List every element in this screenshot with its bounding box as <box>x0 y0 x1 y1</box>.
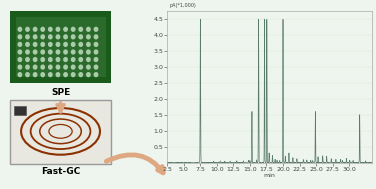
Circle shape <box>56 42 61 47</box>
Circle shape <box>56 72 61 77</box>
Circle shape <box>78 72 83 77</box>
Circle shape <box>17 57 22 62</box>
Circle shape <box>94 57 99 62</box>
Circle shape <box>33 57 38 62</box>
Circle shape <box>17 64 22 70</box>
Circle shape <box>48 57 53 62</box>
Circle shape <box>78 64 83 70</box>
Circle shape <box>48 64 53 70</box>
FancyBboxPatch shape <box>11 100 111 164</box>
Circle shape <box>48 27 53 32</box>
Circle shape <box>63 72 68 77</box>
Circle shape <box>86 57 91 62</box>
Circle shape <box>71 42 76 47</box>
Circle shape <box>71 72 76 77</box>
Circle shape <box>56 49 61 55</box>
Circle shape <box>33 34 38 40</box>
Circle shape <box>33 49 38 55</box>
Circle shape <box>25 42 30 47</box>
Circle shape <box>33 64 38 70</box>
Circle shape <box>63 42 68 47</box>
Circle shape <box>25 57 30 62</box>
Circle shape <box>40 72 45 77</box>
Circle shape <box>17 27 22 32</box>
Circle shape <box>78 27 83 32</box>
Circle shape <box>33 72 38 77</box>
Text: pA(*1,000): pA(*1,000) <box>169 3 196 8</box>
Circle shape <box>17 72 22 77</box>
Circle shape <box>86 72 91 77</box>
Circle shape <box>48 49 53 55</box>
Text: Fast-GC: Fast-GC <box>41 167 80 176</box>
Circle shape <box>78 42 83 47</box>
Circle shape <box>78 49 83 55</box>
Circle shape <box>40 42 45 47</box>
Circle shape <box>63 34 68 40</box>
Circle shape <box>48 34 53 40</box>
Circle shape <box>40 49 45 55</box>
Circle shape <box>48 42 53 47</box>
Circle shape <box>71 64 76 70</box>
Circle shape <box>71 34 76 40</box>
Circle shape <box>78 57 83 62</box>
Circle shape <box>86 64 91 70</box>
Circle shape <box>48 72 53 77</box>
Circle shape <box>71 57 76 62</box>
Circle shape <box>17 42 22 47</box>
Circle shape <box>40 57 45 62</box>
Circle shape <box>63 57 68 62</box>
Circle shape <box>17 34 22 40</box>
Circle shape <box>94 64 99 70</box>
Circle shape <box>25 64 30 70</box>
Circle shape <box>63 27 68 32</box>
X-axis label: min: min <box>264 173 276 178</box>
Circle shape <box>94 27 99 32</box>
Circle shape <box>86 34 91 40</box>
Circle shape <box>56 57 61 62</box>
Circle shape <box>63 49 68 55</box>
Circle shape <box>94 42 99 47</box>
Circle shape <box>94 72 99 77</box>
Circle shape <box>86 49 91 55</box>
Circle shape <box>25 49 30 55</box>
Circle shape <box>71 27 76 32</box>
Circle shape <box>40 64 45 70</box>
Circle shape <box>17 49 22 55</box>
Circle shape <box>56 64 61 70</box>
Circle shape <box>86 42 91 47</box>
Circle shape <box>94 49 99 55</box>
FancyArrowPatch shape <box>106 155 163 173</box>
Circle shape <box>40 34 45 40</box>
Circle shape <box>33 42 38 47</box>
Circle shape <box>25 72 30 77</box>
Circle shape <box>63 64 68 70</box>
FancyBboxPatch shape <box>11 11 111 83</box>
Circle shape <box>33 27 38 32</box>
FancyBboxPatch shape <box>14 106 26 115</box>
Text: SPE: SPE <box>51 88 70 97</box>
Circle shape <box>40 27 45 32</box>
Circle shape <box>78 34 83 40</box>
FancyBboxPatch shape <box>15 17 106 77</box>
Circle shape <box>71 49 76 55</box>
Circle shape <box>56 27 61 32</box>
Circle shape <box>25 27 30 32</box>
Circle shape <box>94 34 99 40</box>
Circle shape <box>25 34 30 40</box>
Circle shape <box>56 34 61 40</box>
Circle shape <box>86 27 91 32</box>
